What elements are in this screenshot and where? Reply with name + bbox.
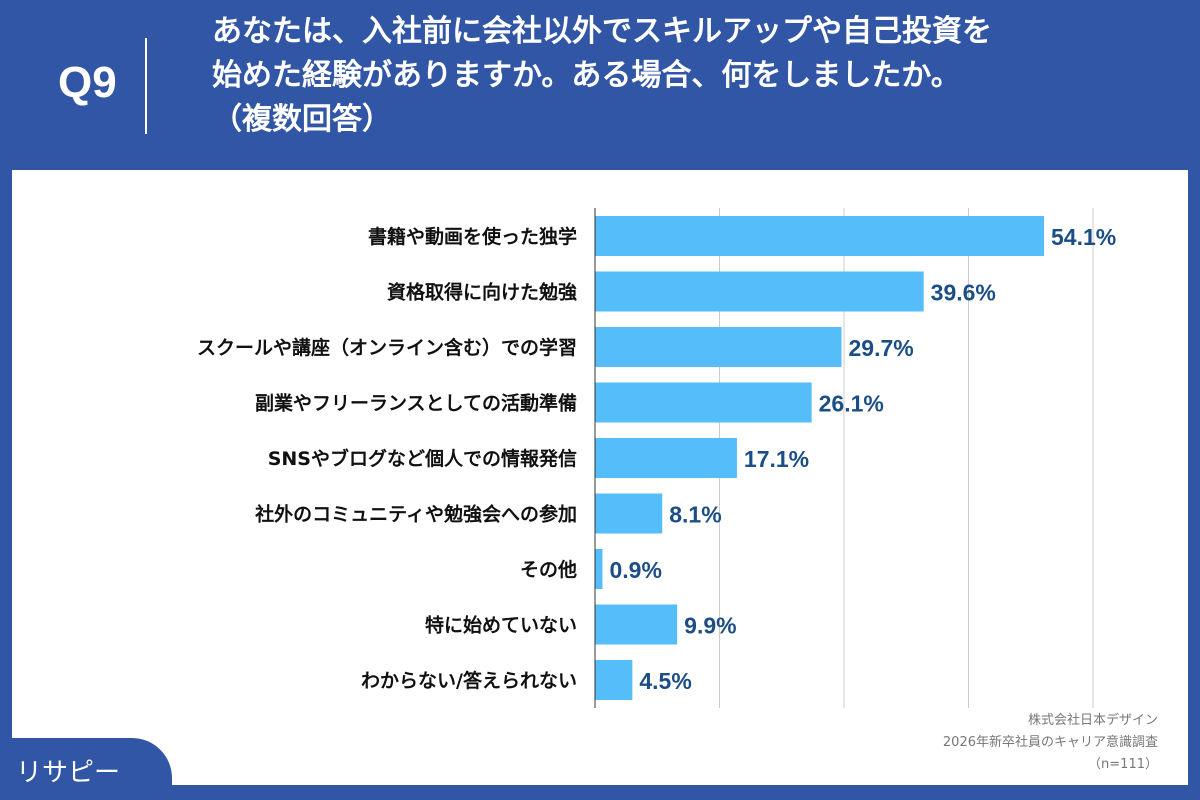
source-note: 株式会社日本デザイン 2026年新卒社員のキャリア意識調査 （n=111）: [943, 710, 1158, 776]
source-line: 株式会社日本デザイン: [1027, 713, 1158, 728]
bar: [595, 493, 663, 534]
title-line: 始めた経験がありますか。ある場合、何をしましたか。: [212, 58, 961, 93]
category-label: 書籍や動画を使った独学: [368, 225, 577, 248]
divider: [145, 38, 147, 134]
value-label: 9.9%: [684, 613, 736, 639]
value-label: 0.9%: [609, 557, 661, 583]
category-label: その他: [520, 558, 577, 581]
value-label: 29.7%: [849, 335, 914, 361]
question-number: Q9: [58, 58, 117, 107]
chart-title: あなたは、入社前に会社以外でスキルアップや自己投資を 始めた経験がありますか。あ…: [212, 10, 1172, 142]
category-label: 特に始めていない: [425, 614, 577, 637]
value-label: 26.1%: [819, 391, 884, 417]
bar: [595, 549, 603, 589]
bar: [595, 271, 924, 312]
category-label: わからない/答えられない: [361, 669, 577, 692]
bar: [595, 382, 812, 423]
category-label: SNSやブログなど個人での情報発信: [268, 447, 577, 470]
logo: リサピー: [0, 738, 172, 800]
bar: [595, 216, 1045, 256]
value-label: 17.1%: [744, 446, 809, 472]
source-line: （n=111）: [1088, 757, 1158, 772]
bar: [595, 660, 633, 700]
category-label: 副業やフリーランスとしての活動準備: [255, 392, 577, 415]
category-label: スクールや講座（オンライン含む）での学習: [197, 336, 577, 359]
title-line: あなたは、入社前に会社以外でスキルアップや自己投資を: [212, 14, 992, 49]
value-label: 39.6%: [931, 280, 996, 306]
source-line: 2026年新卒社員のキャリア意識調査: [942, 735, 1158, 750]
bar: [595, 438, 737, 478]
logo-text: リサピー: [16, 758, 121, 788]
category-label: 社外のコミュニティや勉強会への参加: [254, 503, 577, 526]
bar: [595, 604, 678, 645]
bar: [595, 327, 842, 367]
value-label: 8.1%: [669, 502, 721, 528]
value-label: 54.1%: [1051, 224, 1116, 250]
title-line: （複数回答）: [212, 102, 392, 137]
category-label: 資格取得に向けた勉強: [387, 281, 577, 304]
value-label: 4.5%: [639, 668, 691, 694]
